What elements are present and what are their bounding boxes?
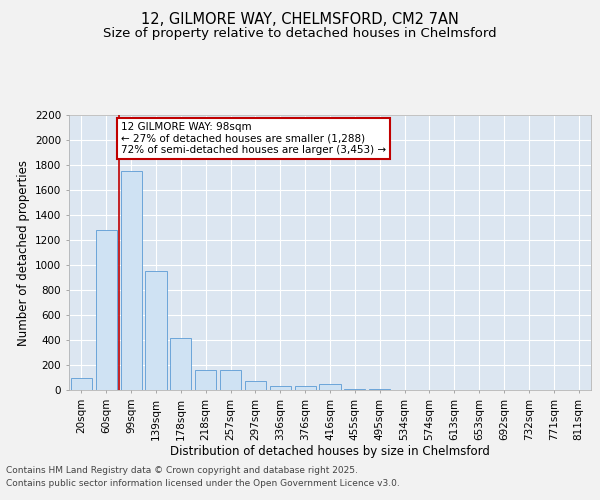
Bar <box>245 380 266 390</box>
Bar <box>220 370 241 390</box>
Bar <box>170 338 191 390</box>
Bar <box>71 378 92 390</box>
Bar <box>121 171 142 390</box>
Bar <box>270 386 291 390</box>
Bar <box>319 384 341 390</box>
Text: 12 GILMORE WAY: 98sqm
← 27% of detached houses are smaller (1,288)
72% of semi-d: 12 GILMORE WAY: 98sqm ← 27% of detached … <box>121 122 386 155</box>
Text: Contains HM Land Registry data © Crown copyright and database right 2025.: Contains HM Land Registry data © Crown c… <box>6 466 358 475</box>
Bar <box>145 271 167 390</box>
Text: Contains public sector information licensed under the Open Government Licence v3: Contains public sector information licen… <box>6 479 400 488</box>
Bar <box>195 370 216 390</box>
Text: Size of property relative to detached houses in Chelmsford: Size of property relative to detached ho… <box>103 28 497 40</box>
Bar <box>96 230 117 390</box>
Text: 12, GILMORE WAY, CHELMSFORD, CM2 7AN: 12, GILMORE WAY, CHELMSFORD, CM2 7AN <box>141 12 459 28</box>
Bar <box>295 386 316 390</box>
Y-axis label: Number of detached properties: Number of detached properties <box>17 160 29 346</box>
X-axis label: Distribution of detached houses by size in Chelmsford: Distribution of detached houses by size … <box>170 446 490 458</box>
